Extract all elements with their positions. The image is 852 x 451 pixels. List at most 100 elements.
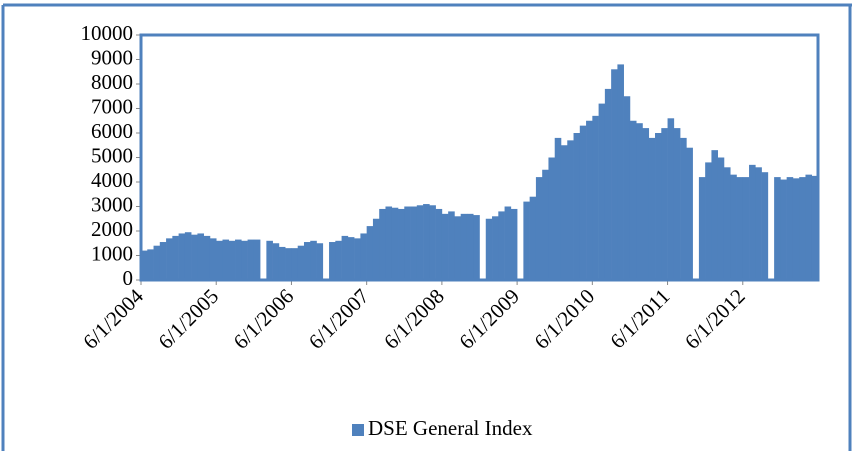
bar (253, 239, 261, 280)
bar (360, 233, 367, 280)
y-tick-label: 9000 (91, 45, 133, 69)
bar (441, 213, 449, 280)
x-tick-label: 6/1/2008 (379, 284, 449, 354)
y-tick-label: 5000 (91, 143, 133, 167)
bar (159, 242, 167, 280)
bar (385, 206, 393, 280)
bar (755, 167, 762, 280)
bar (278, 246, 286, 280)
bar (749, 164, 756, 280)
bar (623, 96, 631, 280)
x-tick-label: 6/1/2005 (153, 284, 223, 354)
bar (454, 216, 461, 280)
x-tick-label: 6/1/2007 (304, 284, 374, 354)
bar (410, 206, 418, 280)
bar (366, 226, 374, 280)
bar (178, 233, 186, 280)
bar (191, 234, 198, 280)
x-tick-label: 6/1/2009 (454, 284, 524, 354)
bar (723, 167, 731, 280)
bar (592, 115, 599, 280)
bar (805, 174, 813, 280)
bar (310, 240, 317, 280)
bar (560, 145, 568, 280)
bar (228, 240, 236, 280)
y-tick-label: 0 (123, 266, 134, 290)
bar (636, 123, 643, 280)
bar (492, 216, 499, 280)
bar (542, 169, 549, 280)
bar (705, 162, 712, 280)
plot-frame (139, 33, 820, 282)
legend-label: DSE General Index (368, 416, 533, 440)
bar (247, 239, 255, 280)
bar (736, 177, 744, 280)
bar (579, 125, 587, 281)
y-tick-label: 7000 (91, 94, 133, 118)
bar (742, 177, 750, 280)
bar (611, 69, 618, 280)
bar (141, 250, 148, 280)
bar (166, 238, 173, 280)
bar (774, 177, 781, 280)
x-tick-label: 6/1/2012 (680, 284, 750, 354)
y-tick-label: 4000 (91, 168, 133, 192)
bar (604, 88, 612, 281)
bar (598, 103, 606, 280)
bar (717, 157, 725, 280)
bar (285, 248, 292, 280)
bar (435, 208, 443, 280)
y-tick-label: 1000 (91, 241, 133, 265)
y-tick-label: 3000 (91, 192, 133, 216)
bar (372, 218, 380, 280)
y-tick-label: 8000 (91, 70, 133, 94)
bar (761, 172, 769, 280)
bar (316, 243, 324, 280)
bar (617, 64, 624, 281)
bar (567, 140, 574, 280)
bar (667, 118, 675, 280)
bar (466, 213, 474, 280)
bar (241, 240, 248, 280)
bar (573, 133, 581, 280)
bar (347, 237, 355, 280)
bar (811, 175, 819, 280)
x-tick-label: 6/1/2011 (605, 284, 674, 353)
bar (655, 133, 662, 280)
x-tick-label: 6/1/2004 (78, 284, 148, 354)
bar (673, 128, 681, 280)
bar (498, 211, 505, 280)
bar (548, 157, 556, 280)
bar (398, 208, 405, 280)
bar (642, 128, 650, 280)
bar (799, 177, 806, 280)
bar (329, 242, 336, 280)
bar (416, 205, 424, 280)
bar (648, 137, 656, 280)
bar (303, 242, 311, 280)
bar (266, 240, 273, 280)
bar (209, 238, 217, 280)
bar (529, 196, 537, 280)
bar (473, 215, 480, 280)
legend-swatch (352, 424, 364, 436)
bar (535, 177, 543, 280)
bar (586, 120, 593, 280)
bar (203, 235, 211, 280)
bar (341, 235, 349, 280)
bar (147, 249, 154, 280)
bar (686, 147, 693, 280)
bar (404, 206, 411, 280)
y-tick-label: 10000 (81, 21, 134, 45)
bar (291, 248, 299, 280)
y-tick-label: 6000 (91, 119, 133, 143)
bar (510, 208, 518, 280)
bar (554, 137, 562, 280)
x-tick-label: 6/1/2006 (229, 284, 299, 354)
bar (423, 204, 430, 280)
bar (448, 211, 455, 280)
y-tick-label: 2000 (91, 217, 133, 241)
bar (172, 235, 179, 280)
bar (235, 239, 242, 280)
bar (711, 150, 719, 280)
